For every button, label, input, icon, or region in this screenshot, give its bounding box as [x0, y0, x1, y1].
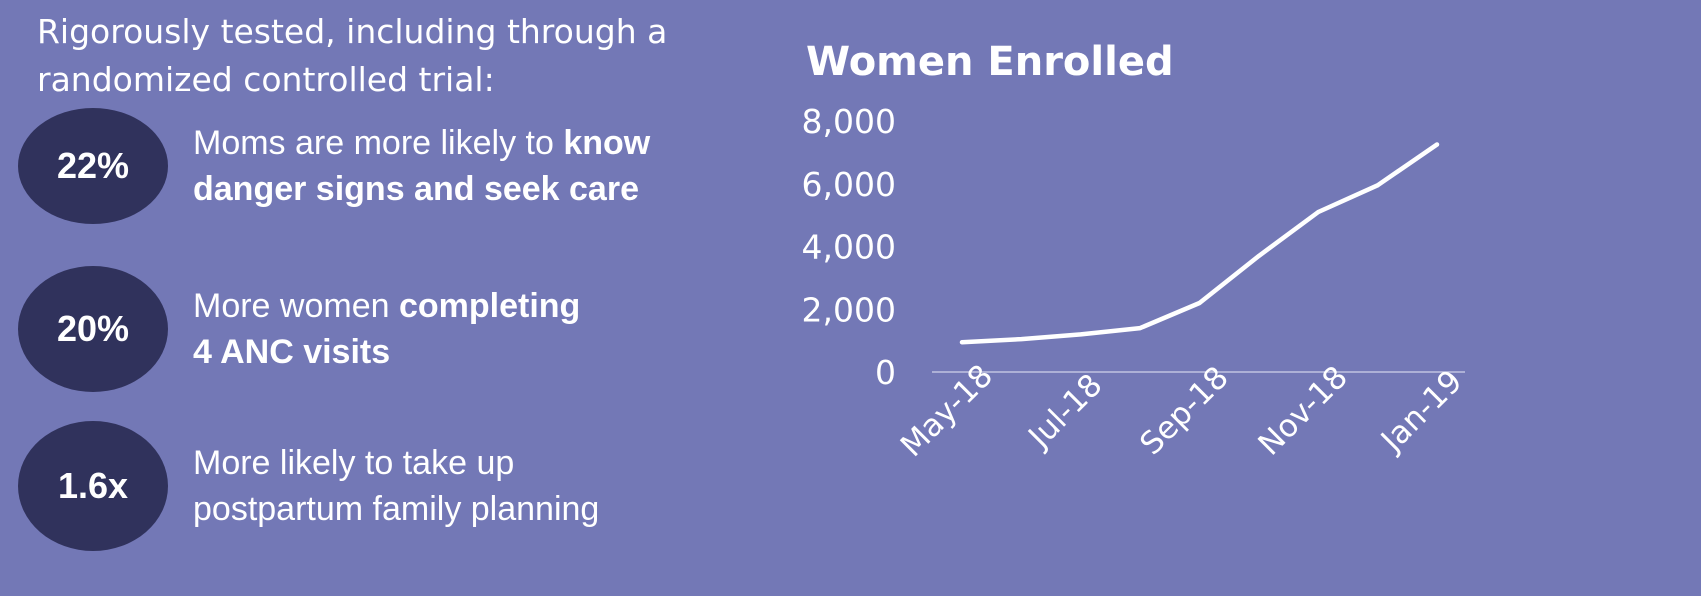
y-tick-label: 4,000	[802, 228, 896, 267]
y-tick-label: 6,000	[802, 165, 896, 204]
data-point	[1138, 326, 1143, 331]
x-tick-label: May-18	[894, 358, 1000, 464]
stat-text-run: completing	[398, 287, 581, 325]
intro-text: Rigorously tested, including through a r…	[37, 8, 737, 104]
stat-row-family-planning: 1.6x More likely to take up postpartum fa…	[18, 421, 713, 551]
x-tick-label: Sep-18	[1133, 360, 1236, 463]
y-tick-label: 0	[875, 353, 896, 392]
stat-description: More women completing 4 ANC visits	[193, 283, 713, 375]
x-tick-label: Jan-19	[1373, 363, 1469, 459]
data-point	[1256, 253, 1261, 258]
x-tick-label: Nov-18	[1251, 359, 1354, 462]
stat-badge: 22%	[18, 108, 168, 224]
series-line	[959, 142, 1440, 345]
stat-badge: 1.6x	[18, 421, 168, 551]
y-tick-label: 2,000	[802, 290, 896, 329]
stat-text-run: danger signs and seek care	[193, 170, 639, 208]
stat-text-run: 4 ANC visits	[193, 333, 391, 371]
data-point	[1019, 337, 1024, 342]
stat-text-run: Moms are more likely to	[193, 124, 564, 162]
stat-description: Moms are more likely to know danger signs…	[193, 120, 713, 212]
stat-text-run: postpartum family planning	[193, 490, 600, 528]
intro-line-2: randomized controlled trial:	[37, 60, 495, 99]
data-point	[1375, 183, 1380, 188]
stat-badge: 20%	[18, 266, 168, 392]
data-point	[1316, 209, 1321, 214]
stat-text-run: More likely to take up	[193, 444, 515, 482]
y-tick-label: 8,000	[802, 102, 896, 141]
data-point	[1078, 332, 1083, 337]
chart-title: Women Enrolled	[806, 39, 1174, 85]
data-point	[1435, 142, 1439, 147]
stat-row-anc-visits: 20% More women completing 4 ANC visits	[18, 266, 713, 392]
stat-text-run: More women	[193, 287, 399, 325]
x-tick-label: Jul-18	[1020, 367, 1109, 456]
intro-line-1: Rigorously tested, including through a	[37, 12, 668, 51]
stat-row-knowledge: 22% Moms are more likely to know danger s…	[18, 108, 713, 224]
stat-text-run: know	[563, 124, 651, 162]
data-point	[1197, 300, 1202, 305]
data-point	[960, 340, 964, 345]
stat-description: More likely to take up postpartum family …	[193, 440, 713, 532]
